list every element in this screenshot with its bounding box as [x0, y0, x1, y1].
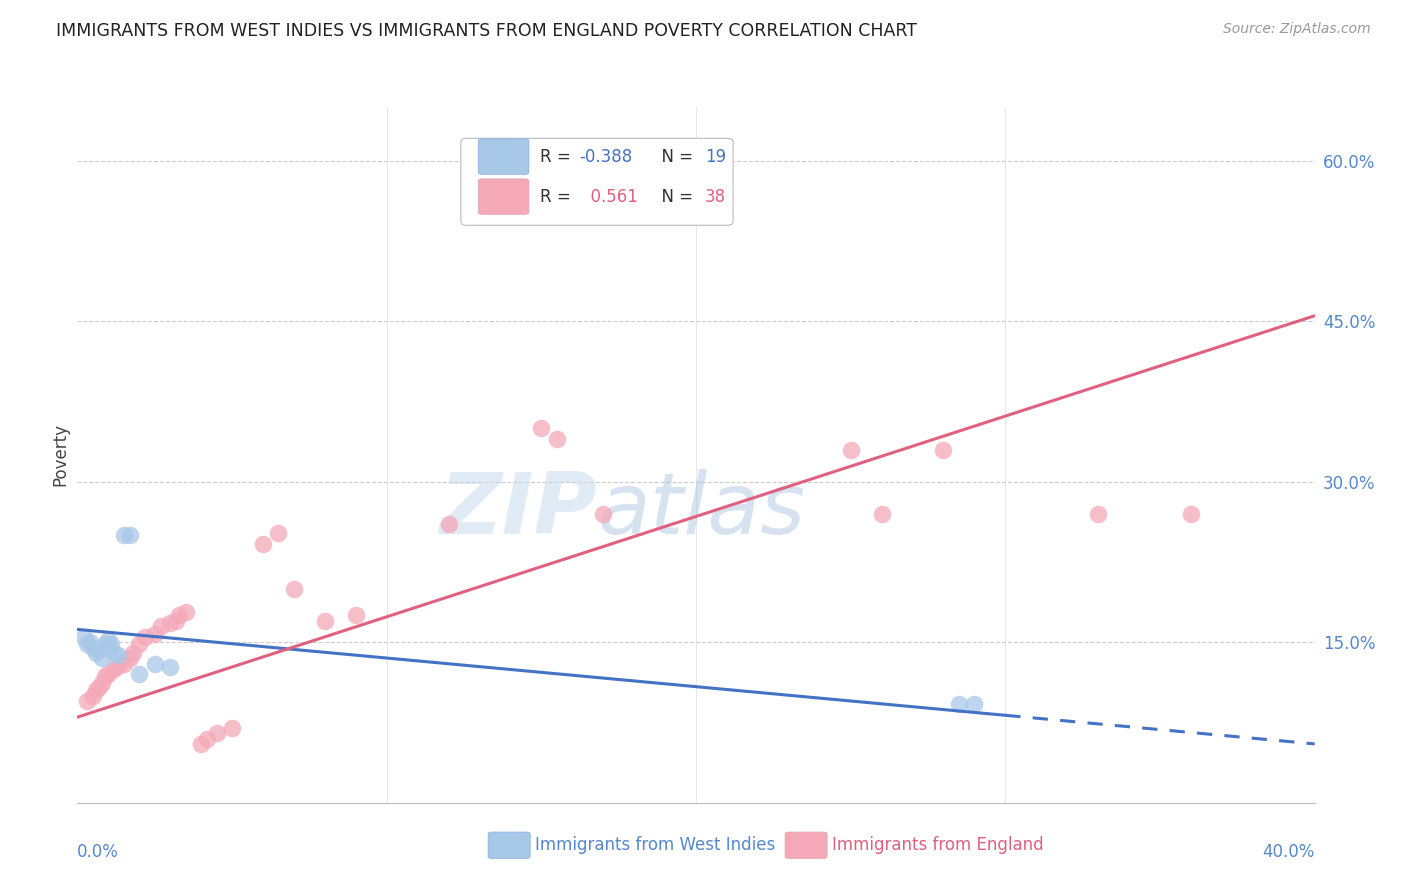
- Point: [118, 651, 141, 665]
- Point: [932, 442, 955, 457]
- Point: [143, 626, 166, 640]
- FancyBboxPatch shape: [478, 178, 529, 214]
- Point: [103, 646, 125, 660]
- Text: 40.0%: 40.0%: [1263, 844, 1315, 862]
- Point: [84, 646, 107, 660]
- Point: [252, 537, 274, 551]
- Point: [76, 637, 98, 651]
- Point: [283, 582, 305, 596]
- Text: ZIP: ZIP: [439, 469, 598, 552]
- Point: [592, 507, 614, 521]
- Point: [314, 614, 336, 628]
- Point: [344, 608, 367, 623]
- Point: [948, 698, 970, 712]
- Text: 0.0%: 0.0%: [77, 844, 120, 862]
- Text: R =: R =: [540, 187, 576, 205]
- Point: [82, 640, 104, 655]
- Text: N =: N =: [651, 187, 699, 205]
- Text: atlas: atlas: [598, 469, 806, 552]
- Point: [134, 630, 156, 644]
- Point: [112, 657, 135, 671]
- Point: [91, 676, 114, 690]
- Point: [87, 642, 110, 657]
- Point: [79, 635, 101, 649]
- Point: [870, 507, 893, 521]
- Point: [963, 698, 986, 712]
- Point: [97, 667, 120, 681]
- Point: [267, 526, 290, 541]
- Point: [221, 721, 243, 735]
- Point: [546, 432, 568, 446]
- Point: [1087, 507, 1109, 521]
- Point: [839, 442, 862, 457]
- Point: [97, 633, 120, 648]
- Point: [82, 689, 104, 703]
- Text: -0.388: -0.388: [579, 147, 633, 166]
- Point: [169, 608, 191, 623]
- Point: [94, 637, 117, 651]
- Point: [91, 651, 114, 665]
- Point: [122, 646, 145, 660]
- Point: [437, 517, 460, 532]
- Point: [190, 737, 212, 751]
- Point: [195, 731, 218, 746]
- Text: Immigrants from England: Immigrants from England: [832, 836, 1043, 855]
- FancyBboxPatch shape: [461, 138, 733, 226]
- Point: [159, 660, 181, 674]
- Point: [72, 630, 94, 644]
- Point: [76, 694, 98, 708]
- Point: [112, 528, 135, 542]
- Point: [1180, 507, 1202, 521]
- Point: [94, 669, 117, 683]
- Text: 0.561: 0.561: [579, 187, 637, 205]
- Point: [165, 614, 187, 628]
- Point: [128, 667, 150, 681]
- Point: [84, 683, 107, 698]
- Text: IMMIGRANTS FROM WEST INDIES VS IMMIGRANTS FROM ENGLAND POVERTY CORRELATION CHART: IMMIGRANTS FROM WEST INDIES VS IMMIGRANT…: [56, 22, 917, 40]
- Point: [530, 421, 553, 435]
- Point: [87, 680, 110, 694]
- Point: [205, 726, 228, 740]
- Y-axis label: Poverty: Poverty: [51, 424, 69, 486]
- FancyBboxPatch shape: [488, 832, 530, 858]
- Point: [107, 648, 129, 662]
- Text: Immigrants from West Indies: Immigrants from West Indies: [536, 836, 775, 855]
- Text: R =: R =: [540, 147, 576, 166]
- Text: N =: N =: [651, 147, 699, 166]
- Text: Source: ZipAtlas.com: Source: ZipAtlas.com: [1223, 22, 1371, 37]
- FancyBboxPatch shape: [478, 139, 529, 174]
- Point: [107, 658, 129, 673]
- Text: 38: 38: [704, 187, 725, 205]
- Point: [100, 637, 122, 651]
- Point: [143, 657, 166, 671]
- Point: [118, 528, 141, 542]
- Point: [159, 615, 181, 630]
- Point: [149, 619, 172, 633]
- Point: [174, 605, 197, 619]
- Point: [103, 662, 125, 676]
- Text: 19: 19: [704, 147, 725, 166]
- FancyBboxPatch shape: [785, 832, 827, 858]
- Point: [128, 637, 150, 651]
